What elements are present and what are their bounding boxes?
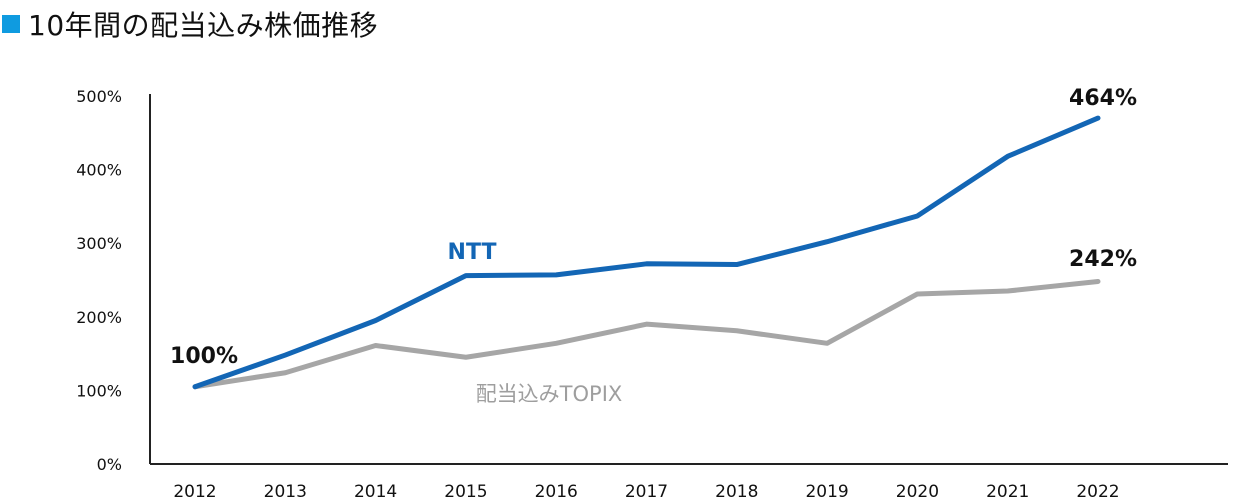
y-tick-label: 200% <box>76 308 122 327</box>
x-tick-label: 2014 <box>354 482 397 501</box>
x-tick-label: 2020 <box>896 482 939 501</box>
series-line-topix <box>192 278 1101 390</box>
y-tick-label: 0% <box>97 455 122 474</box>
x-tick-label: 2013 <box>264 482 307 501</box>
x-tick-label: 2022 <box>1076 482 1119 501</box>
topix-end-value-label: 242% <box>1069 247 1137 272</box>
series-line-ntt <box>192 115 1101 390</box>
x-tick-label: 2017 <box>625 482 668 501</box>
ntt-end-value-label: 464% <box>1069 86 1137 111</box>
x-tick-label: 2012 <box>173 482 216 501</box>
y-tick-label: 300% <box>76 234 122 253</box>
x-tick-label: 2021 <box>986 482 1029 501</box>
chart-title-area: 10年間の配当込み株価推移 <box>0 4 378 44</box>
x-tick-label: 2016 <box>535 482 578 501</box>
x-tick-label: 2019 <box>805 482 848 501</box>
ntt-series-label: NTT <box>448 240 497 265</box>
x-tick-label: 2018 <box>715 482 758 501</box>
topix-series-label: 配当込みTOPIX <box>476 382 623 406</box>
y-tick-label: 400% <box>76 161 122 180</box>
start-value-label: 100% <box>170 344 238 369</box>
x-tick-label: 2015 <box>444 482 487 501</box>
y-tick-label: 500% <box>76 87 122 106</box>
chart-title: 10年間の配当込み株価推移 <box>28 9 379 42</box>
y-tick-label: 100% <box>76 381 122 400</box>
title-bullet-icon <box>2 15 20 33</box>
